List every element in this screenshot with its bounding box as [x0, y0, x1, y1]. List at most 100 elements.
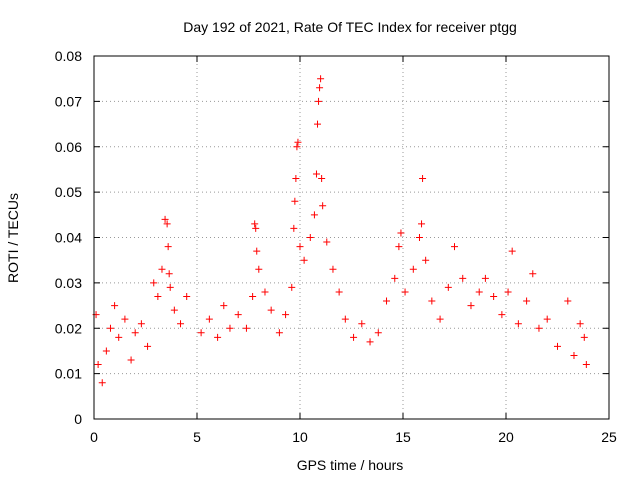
data-point-marker [397, 229, 405, 237]
y-axis-label: ROTI / TECUs [5, 193, 21, 283]
data-point-marker [183, 292, 191, 300]
data-point-marker [316, 84, 324, 92]
data-point-marker [329, 265, 337, 273]
data-point-marker [137, 320, 145, 328]
data-point-marker [529, 270, 537, 278]
data-point-marker [422, 256, 430, 264]
data-point-marker [312, 170, 320, 178]
data-point-marker [292, 175, 300, 183]
data-point-marker [205, 315, 213, 323]
data-point-marker [106, 324, 114, 332]
y-tick-label: 0.04 [55, 230, 82, 246]
data-point-marker [165, 270, 173, 278]
data-point-marker [419, 175, 427, 183]
data-point-marker [98, 379, 106, 387]
data-point-marker [318, 175, 326, 183]
y-tick-label: 0.07 [55, 93, 82, 109]
x-tick-label: 20 [498, 429, 514, 445]
data-point-marker [102, 347, 110, 355]
data-point-marker [514, 320, 522, 328]
data-point-marker [401, 288, 409, 296]
data-point-marker [535, 324, 543, 332]
data-point-marker [282, 311, 290, 319]
x-tick-label: 15 [395, 429, 411, 445]
data-point-marker [234, 311, 242, 319]
data-point-marker [214, 333, 222, 341]
data-point-marker [158, 265, 166, 273]
data-point-marker [177, 320, 185, 328]
data-point-marker [428, 297, 436, 305]
data-point-marker [170, 306, 178, 314]
y-tick-label: 0.06 [55, 139, 82, 155]
y-tick-label: 0 [74, 411, 82, 427]
data-point-marker [131, 329, 139, 337]
data-point-marker [409, 265, 417, 273]
data-point-marker [261, 288, 269, 296]
data-point-marker [150, 279, 158, 287]
data-point-marker [383, 297, 391, 305]
data-point-marker [570, 351, 578, 359]
data-points [92, 75, 590, 387]
data-point-marker [391, 274, 399, 282]
data-point-marker [249, 292, 257, 300]
x-tick-label: 5 [193, 429, 201, 445]
data-point-marker [197, 329, 205, 337]
data-point-marker [319, 202, 327, 210]
data-point-marker [317, 75, 325, 83]
data-point-marker [252, 224, 260, 232]
data-point-marker [275, 329, 283, 337]
data-point-marker [523, 297, 531, 305]
data-point-marker [226, 324, 234, 332]
data-point-marker [121, 315, 129, 323]
data-point-marker [293, 143, 301, 151]
data-point-marker [418, 220, 426, 228]
data-point-marker [111, 302, 119, 310]
grid-lines [94, 56, 609, 419]
data-point-marker [294, 138, 302, 146]
data-point-marker [267, 306, 275, 314]
data-point-marker [395, 243, 403, 251]
data-point-marker [161, 215, 169, 223]
data-point-marker [459, 274, 467, 282]
data-point-marker [358, 320, 366, 328]
data-point-marker [306, 234, 314, 241]
data-point-marker [310, 211, 318, 219]
data-point-marker [481, 274, 489, 282]
data-point-marker [323, 238, 331, 246]
y-tick-label: 0.08 [55, 48, 82, 64]
data-point-marker [127, 356, 135, 364]
x-axis-label: GPS time / hours [297, 457, 404, 473]
data-point-marker [166, 283, 174, 291]
data-point-marker [335, 288, 343, 296]
data-point-marker [444, 283, 452, 291]
data-point-marker [374, 329, 382, 337]
data-point-marker [498, 311, 506, 319]
data-point-marker [366, 338, 374, 346]
axis-ticks: 0 5 10 15 20 25 0 0.01 0.02 0.03 0.04 0.05 0.06 0.07 0… [55, 48, 617, 445]
data-point-marker [543, 315, 551, 323]
data-point-marker [242, 324, 250, 332]
x-tick-label: 25 [601, 429, 617, 445]
data-point-marker [508, 247, 516, 255]
data-point-marker [291, 197, 299, 205]
data-point-marker [288, 283, 296, 291]
data-point-marker [451, 243, 458, 251]
data-point-marker [467, 302, 475, 310]
data-point-marker [300, 256, 308, 264]
data-point-marker [94, 361, 102, 369]
data-point-marker [251, 220, 259, 228]
data-point-marker [436, 315, 444, 323]
data-point-marker [341, 315, 349, 323]
data-point-marker [296, 243, 304, 251]
data-point-marker [554, 342, 561, 350]
data-point-marker [415, 234, 423, 241]
data-point-marker [253, 247, 261, 255]
y-tick-label: 0.03 [55, 275, 82, 291]
data-point-marker [115, 333, 123, 341]
chart-title: Day 192 of 2021, Rate Of TEC Index for r… [183, 19, 517, 35]
x-tick-label: 0 [90, 429, 98, 445]
data-point-marker [290, 224, 298, 232]
data-point-marker [144, 342, 152, 350]
